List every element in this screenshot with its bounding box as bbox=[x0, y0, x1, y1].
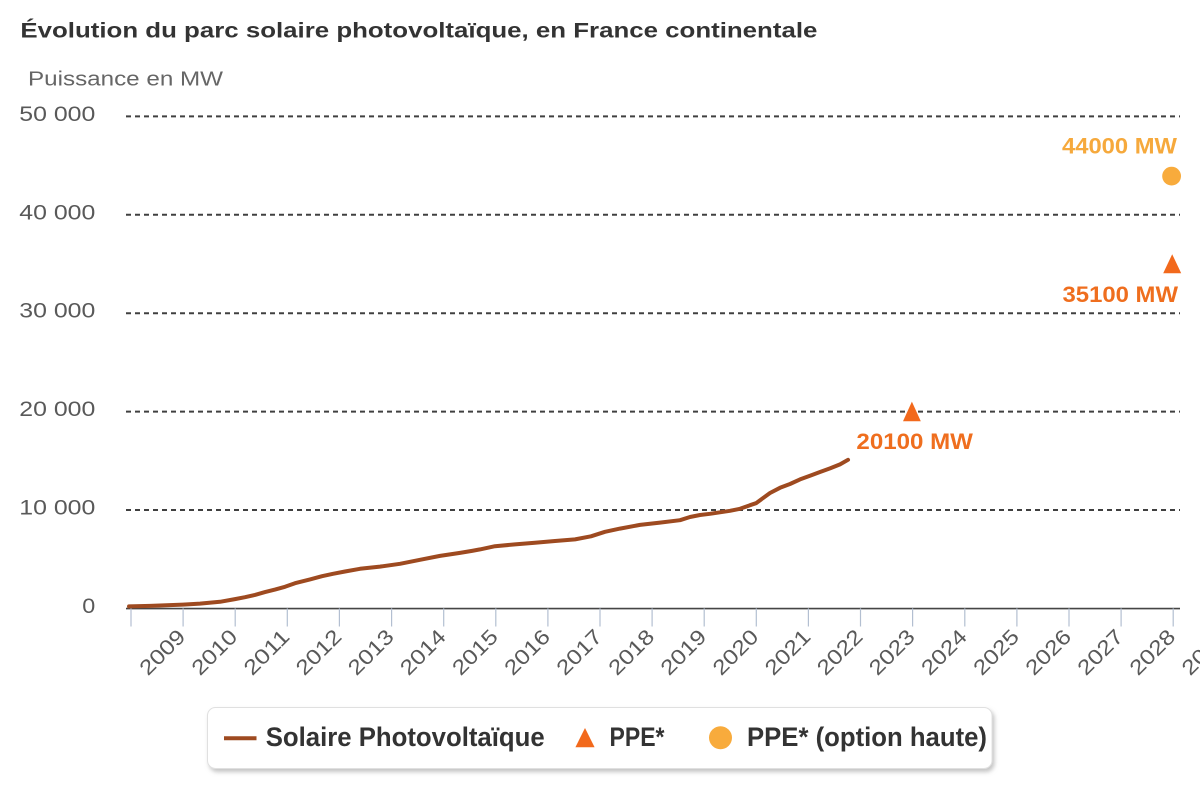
svg-text:2013: 2013 bbox=[344, 625, 399, 680]
svg-text:2014: 2014 bbox=[396, 625, 451, 680]
svg-text:2015: 2015 bbox=[448, 625, 503, 680]
svg-text:0: 0 bbox=[82, 595, 95, 618]
svg-text:2024: 2024 bbox=[917, 625, 972, 680]
svg-text:2018: 2018 bbox=[604, 625, 659, 680]
svg-text:2011: 2011 bbox=[240, 625, 295, 680]
svg-text:Évolution du parc solaire phot: Évolution du parc solaire photovoltaïque… bbox=[20, 20, 817, 43]
svg-text:40 000: 40 000 bbox=[19, 201, 95, 224]
svg-text:2026: 2026 bbox=[1021, 625, 1076, 680]
svg-text:2025: 2025 bbox=[969, 625, 1024, 680]
svg-text:2019: 2019 bbox=[656, 625, 711, 680]
svg-text:2016: 2016 bbox=[500, 625, 555, 680]
svg-text:50 000: 50 000 bbox=[19, 103, 95, 126]
svg-text:10 000: 10 000 bbox=[19, 497, 95, 520]
svg-text:2012: 2012 bbox=[292, 625, 347, 680]
svg-text:Puissance en MW: Puissance en MW bbox=[28, 69, 223, 91]
svg-text:2021: 2021 bbox=[761, 625, 816, 680]
svg-text:2028: 2028 bbox=[1125, 625, 1180, 680]
svg-text:Solaire Photovoltaïque: Solaire Photovoltaïque bbox=[266, 722, 545, 752]
svg-text:PPE* (option haute): PPE* (option haute) bbox=[747, 722, 987, 752]
svg-text:44000 MW: 44000 MW bbox=[1062, 134, 1177, 159]
svg-text:2029: 2029 bbox=[1178, 625, 1200, 680]
svg-text:20 000: 20 000 bbox=[19, 398, 95, 421]
svg-text:30 000: 30 000 bbox=[19, 300, 95, 323]
svg-text:2009: 2009 bbox=[135, 625, 190, 680]
svg-text:20100 MW: 20100 MW bbox=[856, 429, 973, 454]
svg-text:2020: 2020 bbox=[709, 625, 764, 680]
svg-text:2022: 2022 bbox=[813, 625, 868, 680]
svg-text:2010: 2010 bbox=[187, 625, 242, 680]
svg-text:2017: 2017 bbox=[552, 625, 607, 680]
svg-text:PPE*: PPE* bbox=[610, 722, 665, 752]
svg-text:2027: 2027 bbox=[1073, 625, 1128, 680]
svg-text:35100 MW: 35100 MW bbox=[1063, 282, 1179, 307]
svg-text:2023: 2023 bbox=[865, 625, 920, 680]
